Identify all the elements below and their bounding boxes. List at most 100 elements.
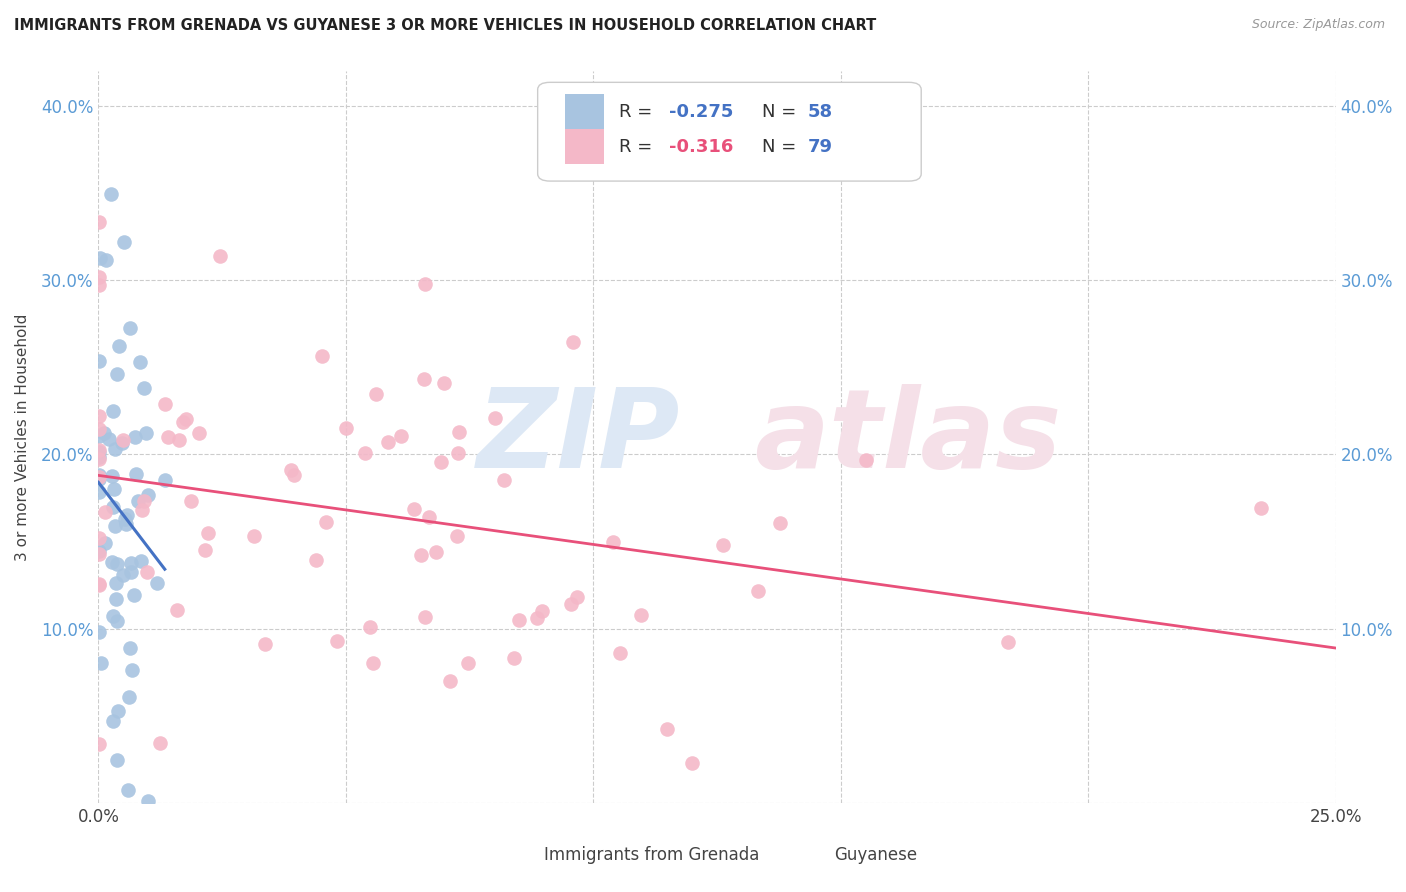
Point [433,376,456,391]
Point [87,470,110,484]
Point [711,538,734,552]
Point [484,410,506,425]
Point [87,422,110,436]
FancyBboxPatch shape [537,82,921,181]
Point [87,451,110,466]
Text: R =: R = [619,137,658,156]
Point [87,737,110,751]
Point [855,453,877,467]
Point [153,473,176,487]
Point [411,548,433,562]
Point [508,614,530,628]
Point [115,508,138,522]
Point [87,468,110,483]
Point [112,235,135,249]
Point [115,516,138,531]
Point [110,436,132,450]
Point [180,494,202,508]
Point [122,588,145,602]
Point [101,609,124,624]
Point [87,428,110,442]
FancyBboxPatch shape [495,848,529,869]
Point [87,544,110,558]
Point [87,577,110,591]
FancyBboxPatch shape [565,94,605,129]
Point [630,607,652,622]
Point [87,442,110,457]
Point [326,634,349,648]
Point [145,576,167,591]
Point [87,531,110,545]
Point [413,277,436,291]
Point [366,387,388,401]
Point [174,412,197,426]
Point [90,656,112,670]
Point [104,592,127,607]
Point [112,433,135,447]
Point [120,566,142,580]
Point [335,420,357,434]
Text: -0.275: -0.275 [669,103,733,120]
Point [305,553,328,567]
Point [118,641,141,656]
FancyBboxPatch shape [565,129,605,164]
Point [120,556,142,570]
Point [105,753,128,767]
Text: Source: ZipAtlas.com: Source: ZipAtlas.com [1251,18,1385,31]
Text: Guyanese: Guyanese [835,847,918,864]
Text: Immigrants from Grenada: Immigrants from Grenada [544,847,759,864]
Point [430,455,453,469]
Point [283,467,305,482]
Point [87,353,110,368]
Point [87,444,110,458]
Point [359,620,381,634]
Y-axis label: 3 or more Vehicles in Household: 3 or more Vehicles in Household [15,313,30,561]
Point [87,547,110,561]
Point [492,473,515,487]
Point [104,576,127,591]
FancyBboxPatch shape [785,848,820,869]
Point [101,500,124,515]
Point [567,590,589,604]
Point [132,381,155,395]
Point [101,714,124,728]
Point [681,756,703,771]
Point [172,415,194,429]
Point [412,372,434,386]
Point [609,646,631,660]
Point [503,651,526,665]
Point [747,583,769,598]
Point [415,609,437,624]
Point [197,525,219,540]
Point [87,577,110,591]
Point [134,425,156,440]
Point [135,565,157,579]
Point [103,482,125,496]
Point [89,251,111,265]
Point [104,442,127,456]
Text: 79: 79 [807,137,832,156]
Point [377,435,399,450]
Point [87,450,110,464]
Point [121,663,143,677]
Point [104,519,127,533]
Point [98,432,121,446]
Point [353,446,375,460]
Point [108,339,131,353]
Point [526,610,548,624]
Point [446,529,468,543]
Point [93,425,115,440]
Text: N =: N = [762,103,801,120]
Point [118,690,141,705]
Point [243,529,266,543]
Point [136,488,159,502]
Point [425,545,447,559]
Point [105,558,128,572]
Point [166,603,188,617]
Point [655,722,678,736]
Point [87,278,110,293]
Point [560,597,582,611]
Text: -0.316: -0.316 [669,137,733,156]
Point [602,535,624,549]
Point [447,425,470,439]
